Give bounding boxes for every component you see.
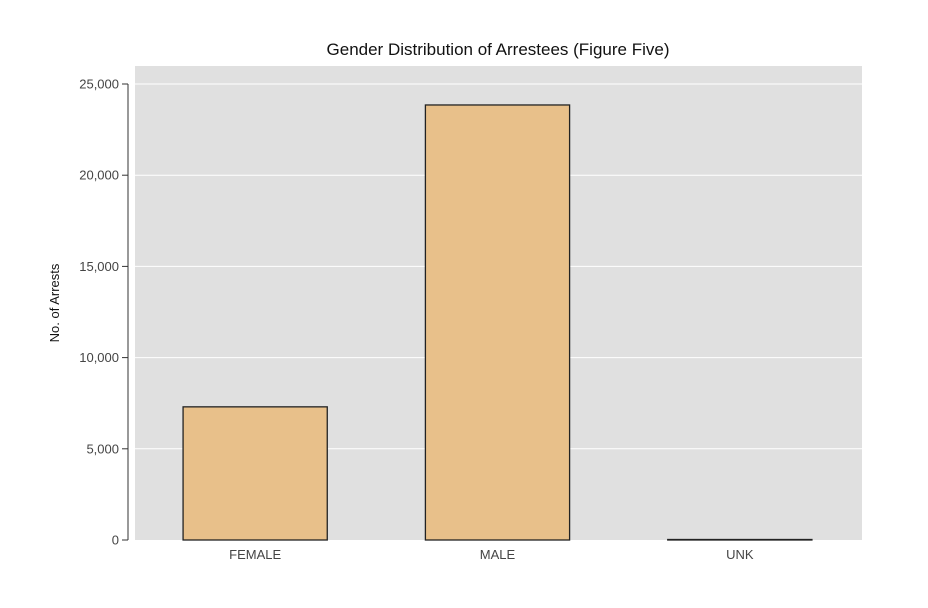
bar-male bbox=[424, 104, 571, 541]
y-axis-label: No. of Arrests bbox=[47, 263, 62, 342]
chart-title: Gender Distribution of Arrestees (Figure… bbox=[327, 40, 670, 59]
y-tick-label: 0 bbox=[112, 533, 119, 548]
bar-unk bbox=[667, 538, 813, 541]
y-tick-label: 10,000 bbox=[79, 350, 119, 365]
bar-female bbox=[182, 406, 328, 541]
x-tick-label: UNK bbox=[726, 547, 754, 562]
y-tick-label: 20,000 bbox=[79, 168, 119, 183]
x-tick-label: FEMALE bbox=[229, 547, 281, 562]
y-tick-label: 15,000 bbox=[79, 259, 119, 274]
x-tick-label: MALE bbox=[480, 547, 516, 562]
y-tick-label: 5,000 bbox=[86, 441, 119, 456]
y-tick-label: 25,000 bbox=[79, 77, 119, 92]
bars bbox=[182, 104, 813, 541]
axes: 0 5,000 10,000 15,000 20,000 25,000 FEMALE MALE… bbox=[79, 77, 754, 563]
